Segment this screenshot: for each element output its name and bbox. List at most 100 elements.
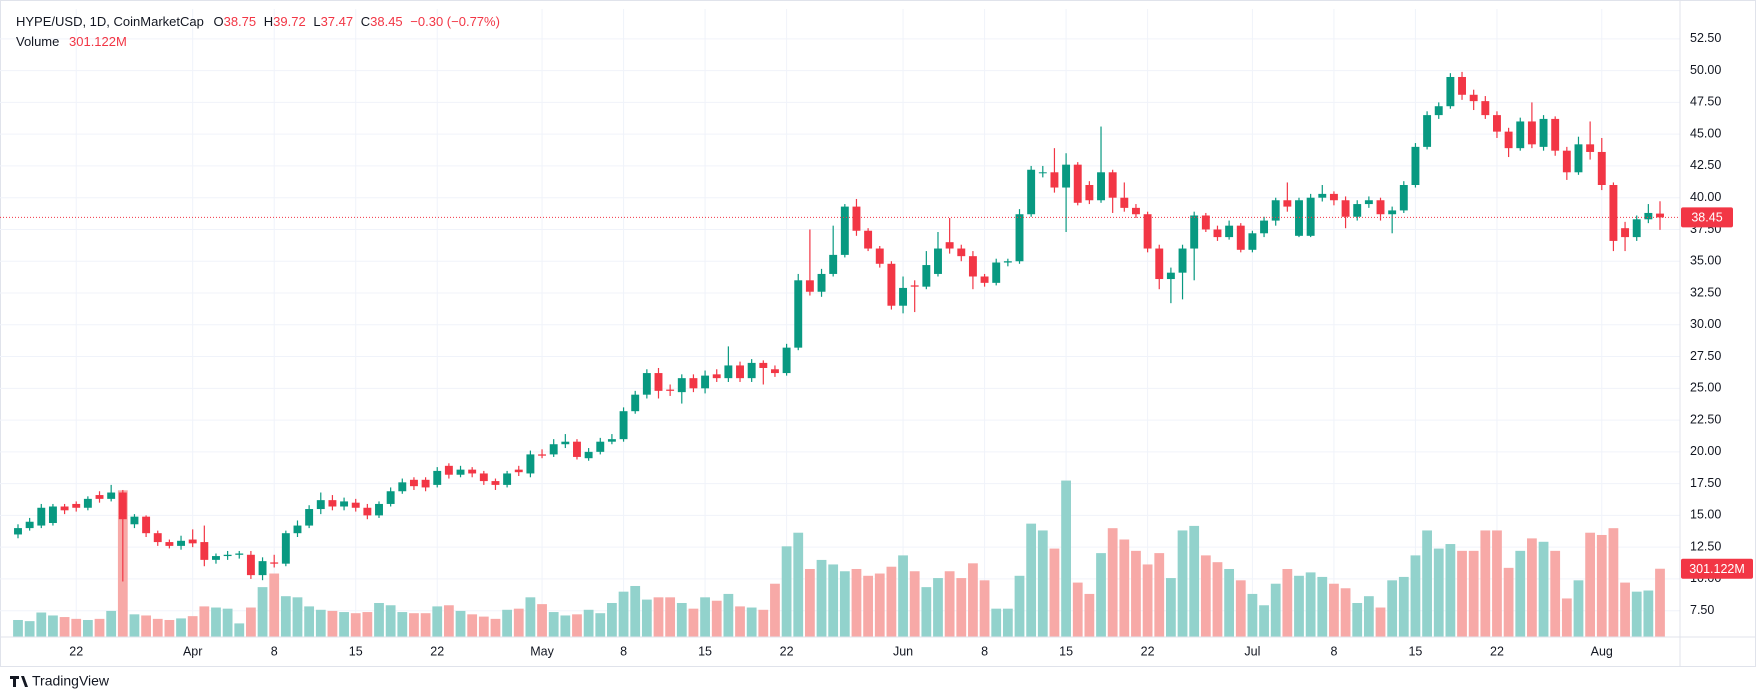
volume-bar <box>781 546 792 637</box>
candle-body <box>1551 118 1560 151</box>
x-tick-label: Jun <box>893 644 913 658</box>
candle-body <box>899 287 908 306</box>
candle-body <box>1295 200 1303 236</box>
x-tick-label: 22 <box>1490 644 1504 658</box>
volume-bar <box>641 599 652 637</box>
candle-body <box>200 542 209 560</box>
x-tick-label: 22 <box>780 644 794 658</box>
volume-bar <box>13 619 23 637</box>
candle-body <box>875 248 884 264</box>
y-tick-label: 52.50 <box>1690 31 1721 45</box>
candle-body <box>1225 225 1234 238</box>
candle-body <box>829 254 838 274</box>
candle-body <box>1155 248 1164 280</box>
high-label: H <box>264 14 273 29</box>
y-tick-label: 35.00 <box>1690 254 1721 268</box>
volume-bar <box>374 602 384 637</box>
candle-body <box>1097 172 1105 201</box>
volume-bar <box>1492 530 1502 637</box>
candle-body <box>1213 229 1222 238</box>
volume-bar <box>176 618 186 637</box>
candle-body <box>503 473 512 485</box>
volume-bar <box>141 615 151 637</box>
candle-body <box>1085 184 1094 201</box>
volume-bar <box>1352 602 1363 637</box>
y-tick-label: 42.50 <box>1690 158 1721 172</box>
volume-bar <box>1061 480 1071 637</box>
volume-bar <box>164 619 175 637</box>
y-tick-label: 50.00 <box>1690 63 1721 77</box>
candle-body <box>177 540 185 546</box>
volume-bar <box>851 568 862 637</box>
candle-body <box>1458 76 1466 95</box>
volume-bar <box>804 568 815 637</box>
candle-body <box>456 469 465 475</box>
candle-body <box>712 374 721 379</box>
volume-bar <box>653 597 664 637</box>
x-tick-label: 15 <box>1408 644 1422 658</box>
candle-body <box>514 469 523 473</box>
candle-body <box>945 242 954 249</box>
candle-body <box>770 369 779 374</box>
candle-body <box>1108 172 1117 198</box>
candle-body <box>1260 220 1269 234</box>
volume-bar <box>385 605 396 637</box>
y-tick-label: 47.50 <box>1690 95 1721 109</box>
candle-body <box>340 501 349 507</box>
volume-bar <box>979 580 990 637</box>
last-price-box <box>1681 207 1733 228</box>
candle-body <box>1399 184 1408 211</box>
candle-body <box>1329 193 1338 201</box>
last-volume-box <box>1681 558 1753 579</box>
candle-body <box>491 481 500 485</box>
candle-body <box>1306 197 1315 236</box>
volume-bar <box>24 621 35 637</box>
candle-body <box>1341 200 1350 217</box>
volume-bar <box>560 615 571 637</box>
volume-bar <box>909 571 920 637</box>
candle-body <box>1574 144 1583 173</box>
low-value: 37.47 <box>321 14 354 29</box>
candle-body <box>689 378 698 389</box>
volume-bar <box>583 609 594 637</box>
candle-body <box>1504 131 1513 149</box>
candle-body <box>584 451 593 459</box>
branding: TradingView <box>32 673 110 689</box>
candle-body <box>1562 150 1571 173</box>
candle-body <box>1015 214 1024 262</box>
volume-bar <box>1445 544 1456 637</box>
candle-body <box>235 553 244 555</box>
volume-bar <box>1655 568 1665 637</box>
volume-bar <box>327 610 338 637</box>
volume-bar <box>478 616 489 637</box>
candle-body <box>992 262 1001 283</box>
volume-bar <box>1189 525 1200 637</box>
volume-bar <box>525 597 536 637</box>
candle-body <box>887 263 896 306</box>
candle-body <box>153 533 162 543</box>
volume-bar <box>1527 538 1537 637</box>
candle-body <box>1318 193 1327 198</box>
candle-body <box>281 533 290 564</box>
volume-bar <box>269 573 280 637</box>
candle-body <box>142 516 151 534</box>
candle-body <box>479 473 488 482</box>
candle-body <box>922 265 931 287</box>
candle-body <box>596 441 605 452</box>
volume-bar <box>735 606 745 637</box>
candle-body <box>840 206 849 255</box>
volume-bar <box>700 597 710 637</box>
low-label: L <box>313 14 320 29</box>
volume-bar <box>1002 608 1013 637</box>
y-tick-label: 7.50 <box>1690 603 1714 617</box>
volume-bar <box>1596 534 1607 637</box>
candle-body <box>1038 172 1047 174</box>
x-tick-label: 15 <box>1059 644 1073 658</box>
volume-bar <box>1468 550 1479 637</box>
volume-bar <box>1224 568 1235 637</box>
volume-bar <box>746 607 757 637</box>
logo-icon <box>10 676 28 687</box>
y-tick-label: 40.00 <box>1690 190 1721 204</box>
y-tick-label: 30.00 <box>1690 317 1721 331</box>
candle-body <box>1143 214 1152 249</box>
